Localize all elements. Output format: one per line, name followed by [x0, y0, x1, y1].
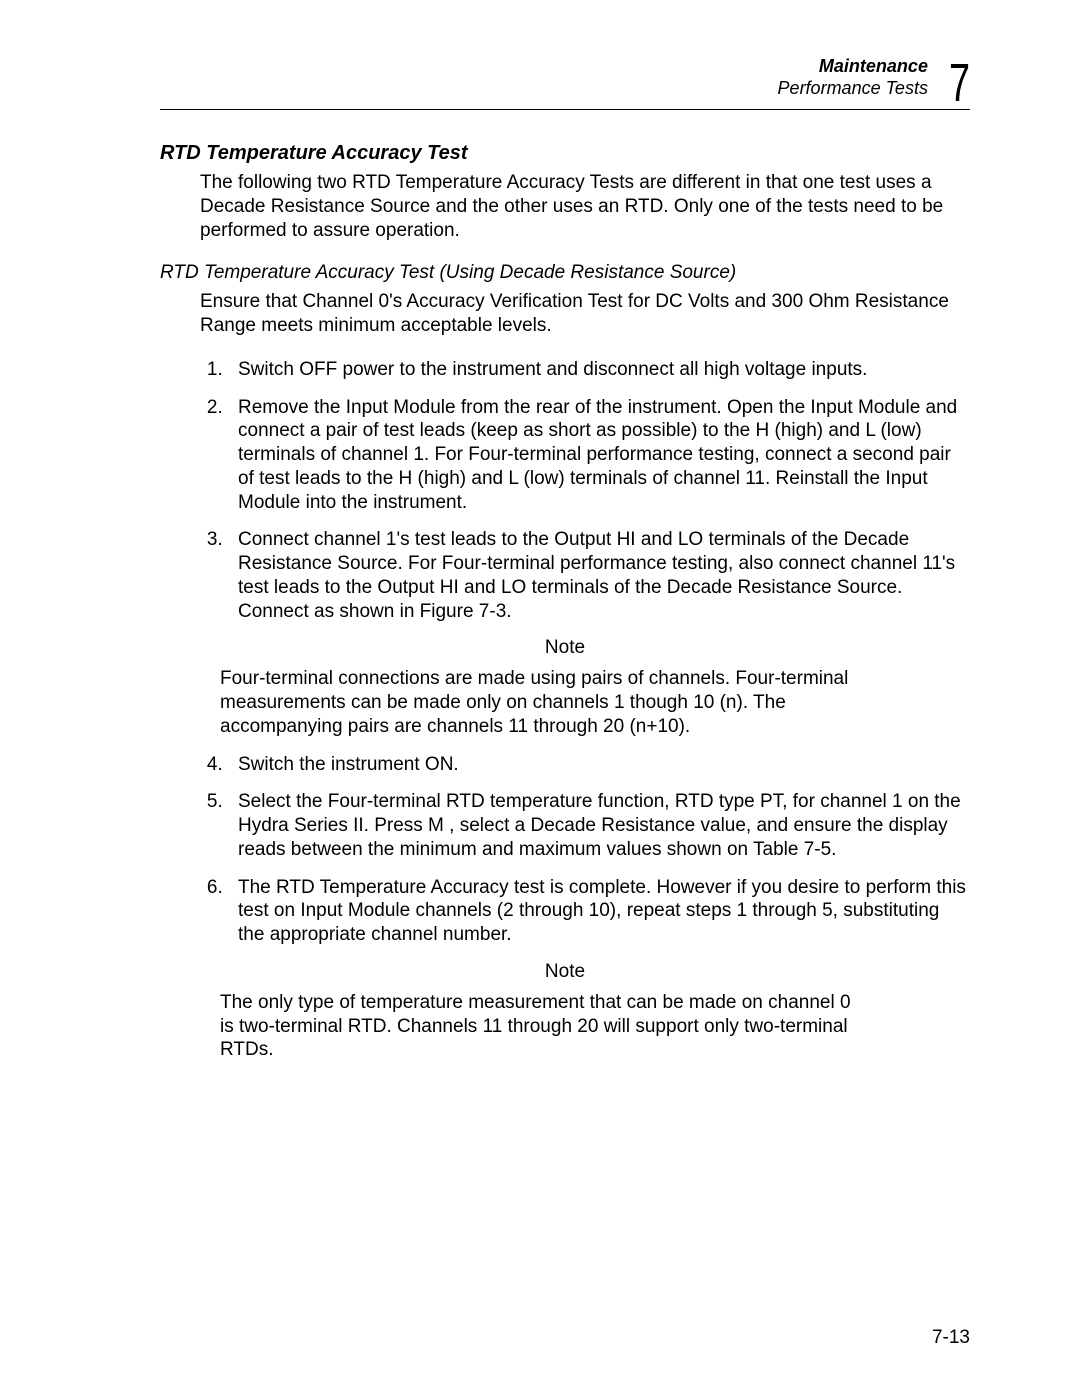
page-header: Maintenance Performance Tests 7 [160, 56, 970, 110]
page: Maintenance Performance Tests 7 RTD Temp… [0, 0, 1080, 1116]
section-intro: The following two RTD Temperature Accura… [200, 171, 970, 242]
section-heading: RTD Temperature Accuracy Test [160, 142, 970, 165]
steps-list-2: Switch the instrument ON. Select the Fou… [228, 753, 970, 947]
subsection-heading: RTD Temperature Accuracy Test (Using Dec… [160, 262, 970, 284]
subsection-intro: Ensure that Channel 0's Accuracy Verific… [200, 290, 970, 338]
note-label: Note [265, 637, 865, 659]
step-item: Select the Four-terminal RTD temperature… [228, 790, 970, 861]
note-label: Note [265, 961, 865, 983]
note-body: The only type of temperature measurement… [220, 991, 860, 1062]
step-item: Switch OFF power to the instrument and d… [228, 358, 970, 382]
header-chapter-title: Maintenance [778, 56, 928, 78]
note-body: Four-terminal connections are made using… [220, 667, 860, 738]
step-item: The RTD Temperature Accuracy test is com… [228, 876, 970, 947]
chapter-number: 7 [949, 59, 970, 108]
header-section-title: Performance Tests [778, 78, 928, 100]
page-number: 7-13 [932, 1327, 970, 1349]
step-item: Connect channel 1's test leads to the Ou… [228, 528, 970, 623]
step-item: Remove the Input Module from the rear of… [228, 396, 970, 515]
steps-list-1: Switch OFF power to the instrument and d… [228, 358, 970, 624]
step-item: Switch the instrument ON. [228, 753, 970, 777]
header-text: Maintenance Performance Tests [778, 56, 928, 103]
